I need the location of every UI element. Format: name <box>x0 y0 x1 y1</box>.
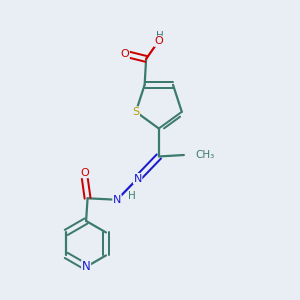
Text: H: H <box>128 191 136 201</box>
Text: O: O <box>121 49 129 58</box>
Text: N: N <box>82 260 91 273</box>
Text: S: S <box>132 107 140 117</box>
Text: O: O <box>80 168 89 178</box>
Text: N: N <box>113 195 121 205</box>
Text: O: O <box>154 36 163 46</box>
Text: H: H <box>156 31 164 41</box>
Text: CH₃: CH₃ <box>195 150 214 160</box>
Text: N: N <box>134 174 142 184</box>
